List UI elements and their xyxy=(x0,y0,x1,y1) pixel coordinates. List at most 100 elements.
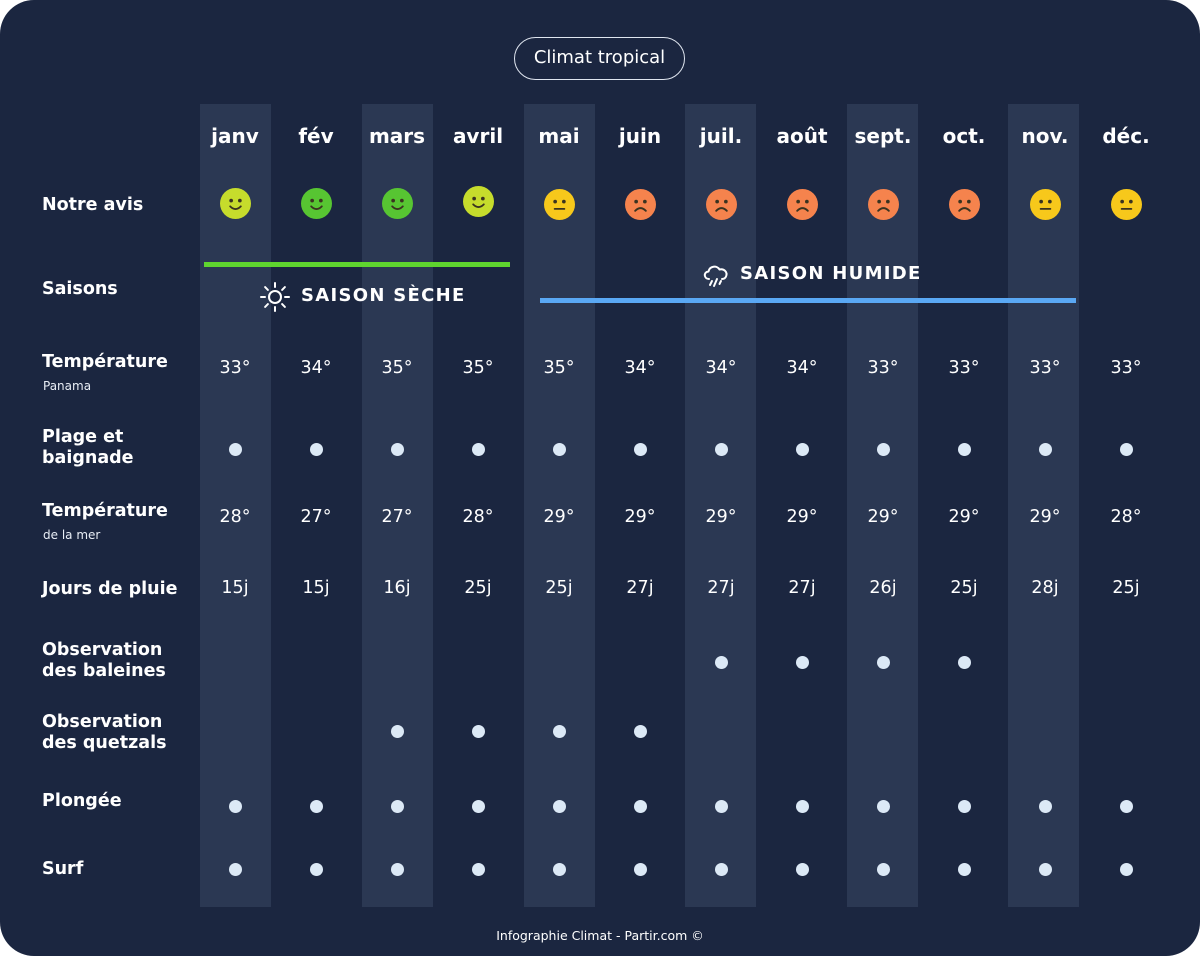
surf-dot xyxy=(471,862,485,876)
plage-dot xyxy=(957,442,971,456)
rain-days-value: 15j xyxy=(221,578,249,598)
plage-dot xyxy=(633,442,647,456)
plage-dot xyxy=(1038,442,1052,456)
plongee-dot xyxy=(228,799,242,813)
baleines-dot xyxy=(795,655,809,669)
temperature-value: 34° xyxy=(786,358,818,378)
sea-temperature-value: 29° xyxy=(543,507,575,527)
temperature-value: 35° xyxy=(543,358,575,378)
wet-season-label: SAISON HUMIDE xyxy=(740,263,922,284)
plongee-dot xyxy=(876,799,890,813)
row-label-plongee: Plongée xyxy=(42,791,122,811)
month-label: juil. xyxy=(699,124,743,148)
month-column-band xyxy=(524,104,595,907)
rating-sad-face-icon xyxy=(948,188,980,220)
temperature-value: 35° xyxy=(381,358,413,378)
rain-days-value: 26j xyxy=(869,578,897,598)
temperature-value: 33° xyxy=(1029,358,1061,378)
plongee-dot xyxy=(714,799,728,813)
quetzals-dot xyxy=(471,724,485,738)
sea-temperature-value: 29° xyxy=(705,507,737,527)
temperature-value: 33° xyxy=(219,358,251,378)
rating-sad-face-icon xyxy=(867,188,899,220)
quetzals-dot xyxy=(633,724,647,738)
rating-happy-face-icon xyxy=(381,187,413,219)
temperature-value: 35° xyxy=(462,358,494,378)
plage-dot xyxy=(1119,442,1133,456)
plongee-dot xyxy=(633,799,647,813)
rain-days-value: 25j xyxy=(950,578,978,598)
temperature-value: 33° xyxy=(1110,358,1142,378)
plage-dot xyxy=(552,442,566,456)
row-label-baleines-line1: Observation xyxy=(42,640,163,660)
rating-happy-face-icon xyxy=(462,185,494,217)
surf-dot xyxy=(1038,862,1052,876)
month-label: fév xyxy=(298,124,334,148)
quetzals-dot xyxy=(390,724,404,738)
sea-temperature-value: 28° xyxy=(1110,507,1142,527)
rating-neutral-face-icon xyxy=(1110,188,1142,220)
rating-sad-face-icon xyxy=(705,188,737,220)
rating-neutral-face-icon xyxy=(543,188,575,220)
temperature-value: 33° xyxy=(948,358,980,378)
row-sublabel-temperature: Panama xyxy=(43,379,92,393)
rain-days-value: 25j xyxy=(464,578,492,598)
rain-days-value: 27j xyxy=(707,578,735,598)
plage-dot xyxy=(309,442,323,456)
dry-season-label: SAISON SÈCHE xyxy=(301,285,466,306)
chart-title: Climat tropical xyxy=(514,37,685,80)
surf-dot xyxy=(309,862,323,876)
month-label: juin xyxy=(618,124,662,148)
month-label: août xyxy=(776,124,828,148)
surf-dot xyxy=(228,862,242,876)
rating-sad-face-icon xyxy=(786,188,818,220)
row-label-baleines-line2: des baleines xyxy=(42,661,166,681)
month-column-band xyxy=(847,104,918,907)
dry-season-line xyxy=(204,262,510,267)
plongee-dot xyxy=(957,799,971,813)
plage-dot xyxy=(876,442,890,456)
sea-temperature-value: 29° xyxy=(1029,507,1061,527)
quetzals-dot xyxy=(552,724,566,738)
rain-days-value: 27j xyxy=(626,578,654,598)
sea-temperature-value: 28° xyxy=(219,507,251,527)
surf-dot xyxy=(876,862,890,876)
sun-icon xyxy=(259,281,291,317)
month-label: avril xyxy=(452,124,504,148)
rain-days-value: 15j xyxy=(302,578,330,598)
plongee-dot xyxy=(471,799,485,813)
row-label-plage-line2: baignade xyxy=(42,448,134,468)
baleines-dot xyxy=(876,655,890,669)
surf-dot xyxy=(1119,862,1133,876)
month-label: déc. xyxy=(1102,124,1150,148)
temperature-value: 34° xyxy=(300,358,332,378)
month-label: janv xyxy=(211,124,259,148)
row-label-quetzals-line2: des quetzals xyxy=(42,733,167,753)
sea-temperature-value: 27° xyxy=(300,507,332,527)
rating-neutral-face-icon xyxy=(1029,188,1061,220)
plage-dot xyxy=(390,442,404,456)
wet-season-line xyxy=(540,298,1076,303)
temperature-value: 33° xyxy=(867,358,899,378)
row-label-saisons: Saisons xyxy=(42,279,118,299)
plage-dot xyxy=(228,442,242,456)
plage-dot xyxy=(795,442,809,456)
sea-temperature-value: 27° xyxy=(381,507,413,527)
rain-days-value: 27j xyxy=(788,578,816,598)
surf-dot xyxy=(633,862,647,876)
row-label-surf: Surf xyxy=(42,859,84,879)
sea-temperature-value: 29° xyxy=(624,507,656,527)
plongee-dot xyxy=(1119,799,1133,813)
sea-temperature-value: 29° xyxy=(948,507,980,527)
row-label-avis: Notre avis xyxy=(42,195,144,215)
plongee-dot xyxy=(552,799,566,813)
rain-days-value: 25j xyxy=(545,578,573,598)
rating-happy-face-icon xyxy=(300,187,332,219)
rain-days-value: 28j xyxy=(1031,578,1059,598)
plongee-dot xyxy=(1038,799,1052,813)
rating-sad-face-icon xyxy=(624,188,656,220)
baleines-dot xyxy=(714,655,728,669)
plage-dot xyxy=(471,442,485,456)
month-column-band xyxy=(1008,104,1079,907)
